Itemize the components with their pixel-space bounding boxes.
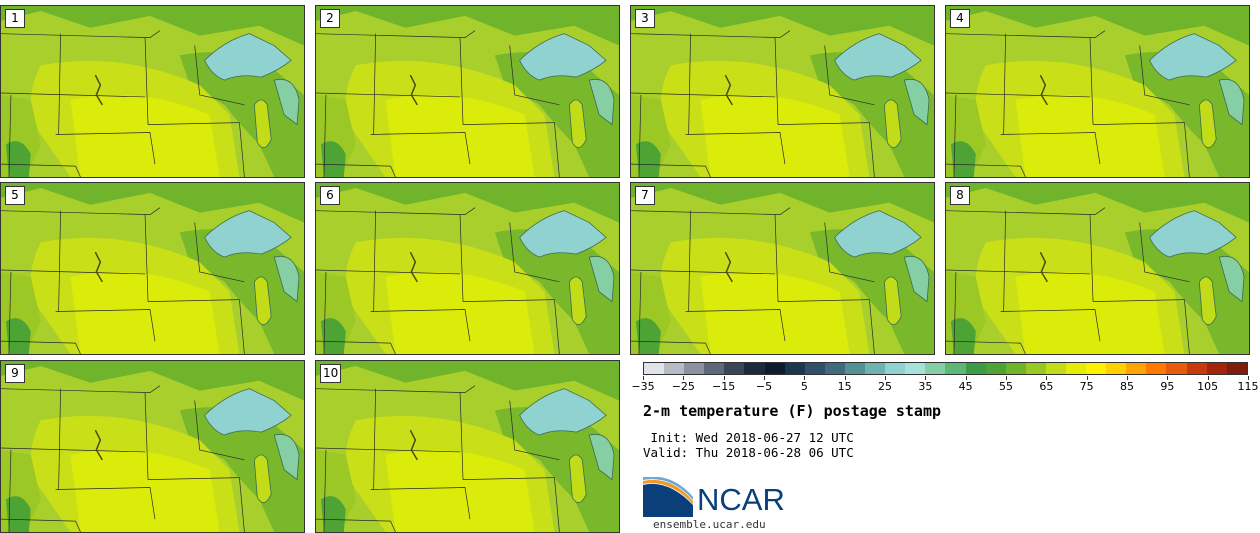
colorbar-swatch <box>704 363 725 374</box>
colorbar-swatch <box>644 363 665 374</box>
colorbar-swatch <box>905 363 926 374</box>
colorbar-swatch <box>1146 363 1167 374</box>
colorbar-swatch <box>844 363 866 374</box>
colorbar-swatch <box>1166 363 1187 374</box>
colorbar-swatch <box>784 363 805 374</box>
colorbar-swatch <box>744 363 765 374</box>
colorbar-tick <box>1046 376 1048 380</box>
colorbar-tick <box>723 376 725 380</box>
colorbar-tick <box>925 376 927 380</box>
colorbar-swatch <box>1126 363 1147 374</box>
colorbar-tick <box>764 376 765 380</box>
panel-label: 9 <box>5 364 25 383</box>
colorbar-tick <box>804 376 806 380</box>
ncar-logo-text: NCAR <box>697 482 785 517</box>
panel-label: 2 <box>320 9 340 28</box>
colorbar-swatch <box>925 363 946 374</box>
colorbar-swatch <box>804 363 825 374</box>
ncar-logo-icon <box>643 477 693 517</box>
colorbar-swatch <box>1206 363 1227 374</box>
valid-time: Valid: Thu 2018-06-28 06 UTC <box>643 445 854 460</box>
member-map-panel: 10 <box>315 360 620 533</box>
panel-label: 5 <box>5 186 25 205</box>
member-map-panel: 4 <box>945 5 1250 178</box>
member-map-panel: 8 <box>945 182 1250 355</box>
temperature-colorbar <box>643 362 1248 375</box>
colorbar-swatch <box>664 363 685 374</box>
member-map-panel: 5 <box>0 182 305 355</box>
colorbar-tick-label: 85 <box>1120 380 1134 393</box>
colorbar-tick <box>844 376 846 380</box>
colorbar-tick <box>683 376 685 380</box>
chart-title: 2-m temperature (F) postage stamp <box>643 402 942 420</box>
panel-label: 7 <box>635 186 655 205</box>
colorbar-tick-label: −25 <box>671 380 695 393</box>
colorbar-tick <box>1127 376 1128 380</box>
colorbar-swatch <box>945 363 966 374</box>
colorbar-swatch <box>885 363 906 374</box>
panel-label: 4 <box>950 9 970 28</box>
member-map-panel: 7 <box>630 182 935 355</box>
colorbar-tick-label: −15 <box>712 380 736 393</box>
colorbar-swatch <box>1226 363 1247 374</box>
member-map-panel: 1 <box>0 5 305 178</box>
colorbar-swatch <box>724 363 745 374</box>
colorbar-tick <box>643 376 644 380</box>
panel-label: 1 <box>5 9 25 28</box>
panel-label: 6 <box>320 186 340 205</box>
colorbar-tick <box>1248 376 1249 380</box>
colorbar-tick-label: 5 <box>800 380 808 393</box>
colorbar-tick-label: −5 <box>755 380 773 393</box>
colorbar-swatch <box>824 363 845 374</box>
colorbar-swatch <box>1045 363 1066 374</box>
colorbar-tick-label: −35 <box>631 380 655 393</box>
site-url: ensemble.ucar.edu <box>653 518 766 531</box>
panel-label: 8 <box>950 186 970 205</box>
member-map-panel: 6 <box>315 182 620 355</box>
colorbar-swatch <box>865 363 886 374</box>
colorbar-swatch <box>1086 363 1107 374</box>
colorbar-tick <box>885 376 886 380</box>
colorbar-tick-label: 25 <box>878 380 892 393</box>
colorbar-tick-label: 115 <box>1237 380 1259 393</box>
panel-label: 3 <box>635 9 655 28</box>
colorbar-tick-label: 75 <box>1079 380 1094 393</box>
colorbar-tick-label: 105 <box>1197 380 1219 393</box>
colorbar-tick-label: 45 <box>958 380 973 393</box>
colorbar-swatch <box>684 363 705 374</box>
colorbar-tick <box>1086 376 1088 380</box>
colorbar-tick-label: 55 <box>999 380 1013 393</box>
colorbar-tick-label: 15 <box>837 380 852 393</box>
member-map-panel: 3 <box>630 5 935 178</box>
colorbar-swatch <box>1106 363 1127 374</box>
colorbar-swatch <box>965 363 986 374</box>
init-time: Init: Wed 2018-06-27 12 UTC <box>643 430 854 445</box>
colorbar-swatch <box>1186 363 1207 374</box>
colorbar-tick <box>965 376 967 380</box>
member-map-panel: 9 <box>0 360 305 533</box>
panel-label: 10 <box>320 364 342 383</box>
colorbar-swatch <box>1025 363 1046 374</box>
colorbar-swatch <box>764 363 785 374</box>
colorbar-tick <box>1006 376 1007 380</box>
colorbar-tick-label: 65 <box>1039 380 1054 393</box>
colorbar-swatch <box>1005 363 1026 374</box>
colorbar-swatch <box>985 363 1006 374</box>
colorbar-tick-label: 35 <box>918 380 933 393</box>
colorbar-tick <box>1167 376 1169 380</box>
colorbar-swatch <box>1065 363 1087 374</box>
colorbar-tick-label: 95 <box>1160 380 1175 393</box>
colorbar-ticks: −35 −25 −15 −5 5 15 25 35 45 55 65 75 85 95 105 115 <box>631 376 1259 396</box>
member-map-panel: 2 <box>315 5 620 178</box>
colorbar-tick <box>1207 376 1209 380</box>
